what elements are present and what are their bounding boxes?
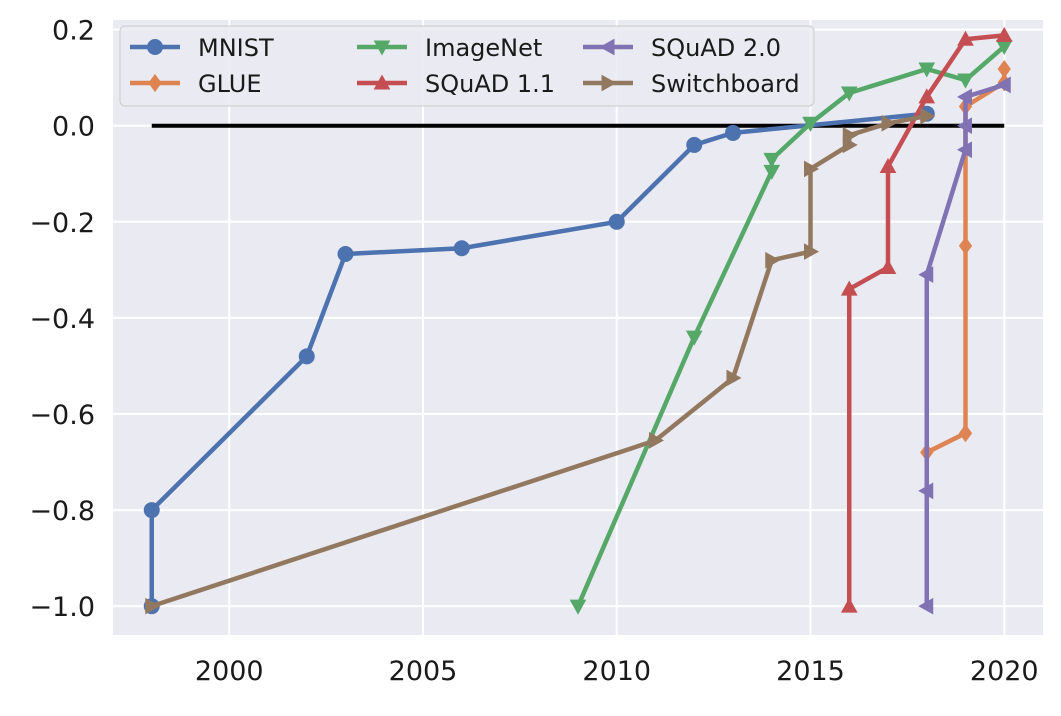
y-tick-label: −0.4 bbox=[29, 304, 95, 335]
data-point-imagenet bbox=[918, 62, 936, 78]
series-imagenet bbox=[569, 39, 1013, 615]
data-point-mnist bbox=[298, 348, 315, 365]
legend-marker bbox=[148, 73, 162, 93]
y-tick-label: 0.2 bbox=[52, 16, 95, 47]
data-point-glue bbox=[958, 236, 973, 255]
data-point-squad-1-1 bbox=[840, 597, 858, 613]
y-tick-label: 0.0 bbox=[52, 112, 95, 143]
legend-marker bbox=[147, 39, 163, 55]
y-tick-label: −0.2 bbox=[29, 208, 95, 239]
series-line-switchboard bbox=[149, 113, 929, 609]
plot-area bbox=[113, 20, 1043, 635]
y-tick-label: −1.0 bbox=[29, 592, 95, 623]
data-point-switchboard bbox=[726, 369, 742, 387]
data-point-squad-1-1 bbox=[879, 158, 897, 174]
data-point-mnist bbox=[725, 124, 741, 141]
series-mnist bbox=[143, 105, 935, 615]
data-point-squad-2-0 bbox=[956, 141, 972, 159]
data-point-mnist bbox=[143, 502, 160, 519]
legend-item-mnist: MNIST bbox=[130, 34, 274, 62]
data-point-switchboard bbox=[804, 160, 820, 178]
data-point-switchboard bbox=[842, 126, 858, 144]
y-tick-label: −0.8 bbox=[29, 496, 95, 527]
x-tick-label: 2005 bbox=[389, 656, 458, 687]
legend-label: Switchboard bbox=[651, 70, 800, 98]
legend-marker bbox=[373, 40, 391, 56]
data-point-imagenet bbox=[763, 152, 781, 168]
legend-label: GLUE bbox=[198, 70, 262, 98]
legend-label: MNIST bbox=[198, 34, 274, 62]
data-point-squad-2-0 bbox=[918, 482, 934, 500]
data-point-glue bbox=[958, 424, 973, 443]
data-point-imagenet bbox=[802, 116, 819, 132]
data-point-switchboard bbox=[920, 107, 936, 125]
x-tick-label: 2020 bbox=[970, 656, 1039, 687]
data-point-imagenet bbox=[569, 599, 587, 615]
data-point-mnist bbox=[608, 213, 625, 230]
legend-label: SQuAD 1.1 bbox=[425, 70, 555, 98]
data-point-mnist bbox=[337, 245, 354, 262]
legend: MNIST GLUE ImageNet SQuAD 1.1 SQuAD 2.0 Switc… bbox=[119, 25, 815, 107]
legend-item-switchboard: Switchboard bbox=[583, 70, 800, 98]
data-point-squad-2-0 bbox=[956, 117, 972, 135]
y-tick-label: −0.6 bbox=[29, 400, 95, 431]
data-point-squad-2-0 bbox=[995, 76, 1011, 94]
x-tick-label: 2000 bbox=[195, 656, 264, 687]
data-point-imagenet bbox=[957, 73, 974, 89]
legend-item-squad-1-1: SQuAD 1.1 bbox=[357, 70, 555, 98]
x-tick-label: 2015 bbox=[776, 656, 845, 687]
data-point-mnist bbox=[686, 136, 703, 153]
x-tick-label: 2010 bbox=[582, 656, 651, 687]
data-point-mnist bbox=[453, 240, 470, 257]
data-point-switchboard bbox=[765, 251, 781, 269]
data-point-glue bbox=[997, 59, 1011, 79]
series-switchboard bbox=[145, 107, 936, 615]
legend-box bbox=[119, 25, 815, 107]
legend-item-squad-2-0: SQuAD 2.0 bbox=[583, 34, 781, 62]
data-point-imagenet bbox=[685, 330, 703, 346]
data-point-squad-2-0 bbox=[956, 88, 972, 106]
data-point-squad-2-0 bbox=[918, 597, 934, 615]
data-point-switchboard bbox=[804, 243, 820, 260]
legend-item-glue: GLUE bbox=[130, 70, 262, 98]
series-layer bbox=[143, 26, 1013, 615]
legend-label: SQuAD 2.0 bbox=[651, 34, 781, 62]
data-point-squad-1-1 bbox=[957, 30, 974, 46]
data-point-squad-1-1 bbox=[995, 26, 1013, 42]
data-point-switchboard bbox=[649, 432, 665, 449]
legend-marker bbox=[601, 74, 617, 92]
data-point-imagenet bbox=[840, 86, 858, 102]
data-point-squad-1-1 bbox=[918, 88, 936, 104]
legend-label: ImageNet bbox=[425, 34, 542, 62]
legend-item-imagenet: ImageNet bbox=[357, 34, 542, 62]
data-point-switchboard bbox=[881, 114, 897, 132]
series-squad-1-1 bbox=[840, 26, 1013, 613]
data-point-squad-2-0 bbox=[918, 266, 934, 283]
legend-marker bbox=[373, 74, 391, 90]
legend-marker bbox=[599, 38, 615, 56]
series-squad-2-0 bbox=[918, 76, 1011, 615]
data-point-switchboard bbox=[145, 597, 161, 615]
y-axis-ticks: −1.0 −0.8 −0.6 −0.4 −0.2 0.0 0.2 bbox=[29, 16, 95, 624]
data-point-squad-1-1 bbox=[879, 258, 897, 274]
x-axis-ticks: 2000 2005 2010 2015 2020 bbox=[195, 656, 1039, 687]
data-point-squad-1-1 bbox=[840, 280, 858, 296]
